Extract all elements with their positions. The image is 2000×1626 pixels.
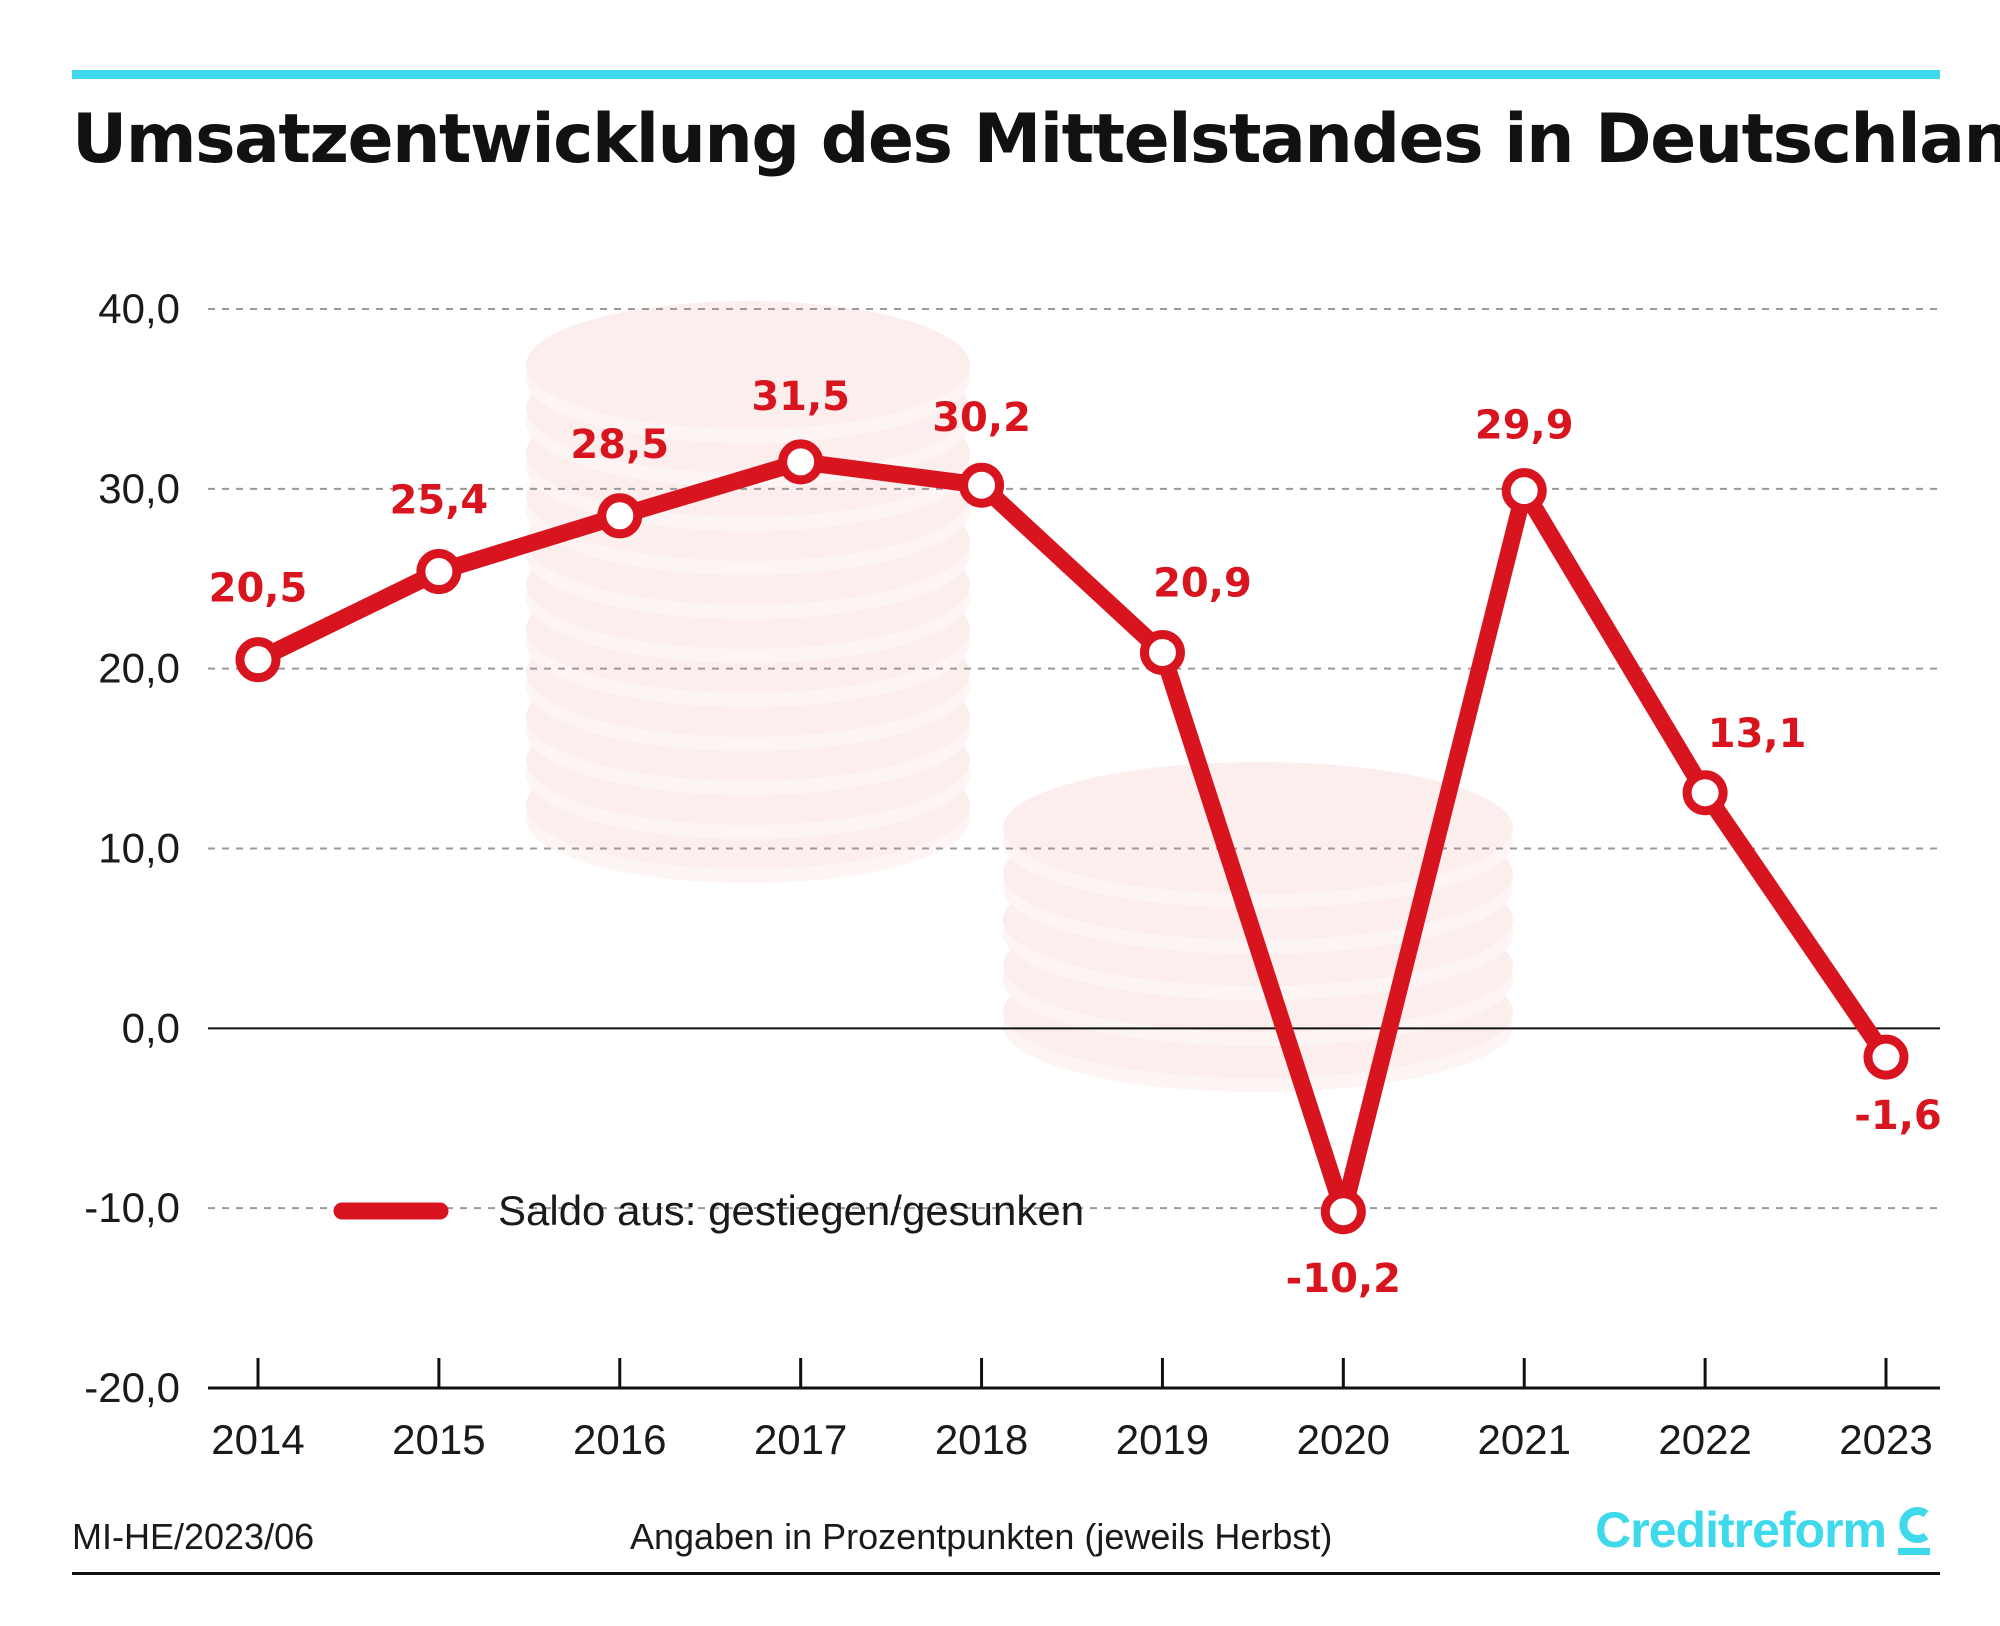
brand-c-icon	[1898, 1507, 1930, 1555]
data-label: 31,5	[751, 374, 850, 420]
x-axis: 2014 2015 2016 2017 2018 2019 2020 2021 2022 2023	[211, 1358, 1933, 1463]
data-label: -10,2	[1286, 1256, 1401, 1302]
y-tick-label: 10,0	[98, 825, 180, 872]
data-point	[416, 549, 462, 595]
brand-logo: Creditreform	[1595, 1500, 1936, 1560]
chart-title: Umsatzentwicklung des Mittelstandes in D…	[72, 100, 2000, 179]
y-tick-label: 0,0	[122, 1004, 180, 1051]
data-point	[1320, 1189, 1366, 1235]
data-labels: 20,5 25,4 28,5 31,5 30,2 20,9 -10,2 29,9 13,1 -1,…	[209, 374, 1942, 1302]
x-tick-label: 2018	[935, 1416, 1028, 1463]
data-points	[235, 439, 1909, 1235]
x-tick-label: 2023	[1839, 1416, 1932, 1463]
legend-label: Saldo aus: gestiegen/gesunken	[498, 1187, 1084, 1234]
x-tick-label: 2015	[392, 1416, 485, 1463]
y-tick-label: 20,0	[98, 645, 180, 692]
data-point	[1139, 629, 1185, 675]
x-tick-label: 2022	[1658, 1416, 1751, 1463]
data-label: 28,5	[570, 422, 669, 468]
brand-wordmark: Creditreform	[1595, 1502, 1887, 1558]
data-label: 13,1	[1708, 711, 1807, 757]
y-tick-label: -20,0	[84, 1364, 180, 1411]
y-tick-label: 40,0	[98, 285, 180, 332]
data-label: 25,4	[390, 478, 489, 524]
data-point	[1863, 1034, 1909, 1080]
data-point	[1682, 770, 1728, 816]
data-point	[597, 493, 643, 539]
series-line-group	[249, 453, 1895, 1221]
x-tick-label: 2016	[573, 1416, 666, 1463]
footer-note: Angaben in Prozentpunkten (jeweils Herbs…	[630, 1516, 1333, 1557]
data-label: 20,9	[1153, 560, 1252, 606]
y-tick-label: -10,0	[84, 1184, 180, 1231]
legend: Saldo aus: gestiegen/gesunken	[333, 1187, 1084, 1234]
grid-lines	[208, 308, 1940, 1390]
x-tick-label: 2017	[754, 1416, 847, 1463]
bottom-rule	[72, 1572, 1940, 1575]
data-label: -1,6	[1854, 1093, 1941, 1139]
data-point	[959, 462, 1005, 508]
x-tick-label: 2020	[1297, 1416, 1390, 1463]
x-tick-label: 2021	[1478, 1416, 1571, 1463]
x-tick-label: 2014	[211, 1416, 304, 1463]
data-label: 29,9	[1475, 403, 1574, 449]
x-tick-label: 2019	[1116, 1416, 1209, 1463]
data-point	[778, 439, 824, 485]
data-label: 20,5	[209, 566, 308, 612]
data-label: 30,2	[932, 395, 1031, 441]
data-point	[1501, 468, 1547, 514]
y-tick-label: 30,0	[98, 465, 180, 512]
series-line	[249, 453, 1895, 1221]
coin-shape	[1003, 762, 1513, 894]
accent-bar	[72, 70, 1940, 79]
y-axis-tick-labels: 40,0 30,0 20,0 10,0 0,0 -10,0 -20,0	[84, 285, 180, 1411]
data-point	[235, 637, 281, 683]
coin-shape	[526, 301, 970, 429]
footer-code: MI-HE/2023/06	[72, 1516, 315, 1557]
